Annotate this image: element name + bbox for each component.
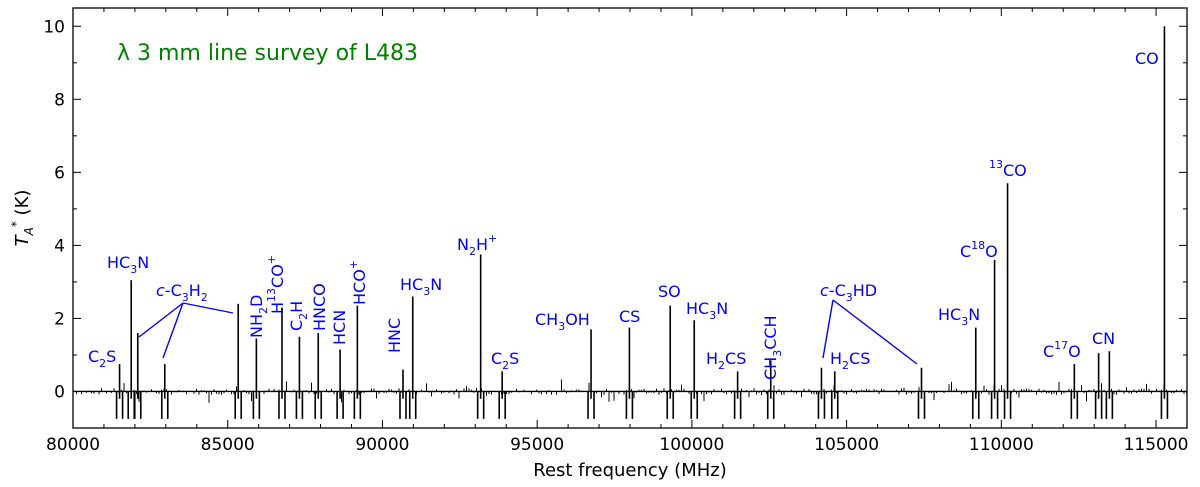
emission-line: [587, 329, 595, 419]
x-tick-label: 115000: [1124, 435, 1189, 455]
species-label-h2cs: H2CS: [830, 349, 870, 372]
x-tick-label: 105000: [814, 435, 879, 455]
emission-line: [353, 305, 362, 419]
axis-ticks: 80000 85000 90000 95000 100000 105000 110000 11…: [43, 8, 1189, 455]
chart-title: λ 3 mm line survey of L483: [117, 41, 418, 66]
label-connector: [182, 302, 234, 314]
emission-line: [666, 305, 675, 419]
x-tick-label: 80000: [46, 435, 100, 455]
label-connector: [138, 302, 184, 338]
species-label-c17o: C17O: [1043, 339, 1081, 361]
emission-line: [817, 367, 826, 419]
species-label-ch3cch: CH3CCH: [761, 315, 784, 380]
species-label-cc3h2: c-C3H2: [156, 281, 208, 304]
emission-line: [766, 360, 775, 419]
emission-line: [1160, 26, 1169, 419]
emission-line: [160, 364, 169, 419]
y-tick-label: 4: [54, 236, 65, 256]
species-label-nh2d: NH2D: [247, 295, 270, 338]
emission-line: [498, 371, 506, 419]
species-label-hc3n: HC3N: [400, 275, 442, 298]
species-label-cn: CN: [1092, 329, 1115, 348]
label-connector: [832, 299, 918, 365]
species-label-co: CO: [1135, 49, 1159, 68]
x-tick-label: 110000: [969, 435, 1034, 455]
emission-line: [408, 296, 417, 419]
emission-line: [690, 320, 699, 419]
emission-line: [476, 254, 485, 419]
emission-line: [625, 327, 634, 419]
species-label-hc3n: HC3N: [686, 299, 728, 322]
emission-line: [278, 307, 286, 419]
y-tick-label: 6: [54, 163, 65, 183]
x-tick-label: 100000: [659, 435, 724, 455]
emission-line: [295, 336, 304, 419]
label-connector: [162, 302, 184, 359]
emission-line: [1070, 364, 1079, 419]
emission-line: [234, 303, 243, 419]
emission-line: [830, 371, 839, 419]
species-label-c18o: C18O: [960, 239, 998, 261]
y-tick-label: 0: [54, 382, 65, 402]
species-label-so: SO: [658, 282, 681, 301]
species-label-c2s: C2S: [491, 349, 519, 372]
label-connector: [822, 299, 834, 359]
species-label-hcn: HCN: [330, 310, 349, 345]
species-label-h13cop: H13CO+: [265, 255, 287, 314]
species-label-cs: CS: [619, 307, 640, 326]
emission-line: [733, 371, 742, 419]
emission-line: [399, 369, 407, 419]
species-label-13co: 13CO: [989, 158, 1027, 180]
emission-line: [252, 338, 261, 419]
species-label-c2s: C2S: [88, 347, 116, 370]
spectrum-trace: [73, 26, 1187, 419]
x-tick-label: 90000: [355, 435, 409, 455]
species-label-hc3n: HC3N: [938, 305, 980, 328]
emission-line: [336, 349, 344, 419]
y-axis-title: TA* (K): [9, 190, 36, 247]
emission-line: [917, 367, 926, 419]
species-label-ch3oh: CH3OH: [535, 310, 590, 333]
x-tick-label: 85000: [201, 435, 255, 455]
emission-line: [1094, 353, 1103, 419]
emission-line: [1105, 351, 1114, 419]
species-label-n2hp: N2H+: [457, 232, 497, 258]
emission-line: [971, 327, 980, 419]
emission-line: [133, 333, 142, 419]
y-tick-label: 10: [43, 17, 65, 37]
emission-line: [1003, 183, 1012, 419]
species-label-c2h: C2H: [287, 301, 310, 331]
species-label-cc3hd: c-C3HD: [820, 281, 877, 304]
species-label-hnco: HNCO: [310, 283, 329, 331]
x-axis-title: Rest frequency (MHz): [533, 460, 727, 481]
species-label-hc3n: HC3N: [107, 253, 149, 276]
y-tick-label: 8: [54, 90, 65, 110]
y-tick-label: 2: [54, 309, 65, 329]
emission-line: [990, 260, 999, 419]
species-label-hnc: HNC: [385, 318, 404, 353]
x-tick-label: 95000: [510, 435, 564, 455]
species-label-h2cs: H2CS: [706, 349, 746, 372]
species-label-hcop: HCO+: [347, 260, 369, 305]
emission-line: [314, 333, 323, 419]
emission-line: [115, 364, 124, 419]
